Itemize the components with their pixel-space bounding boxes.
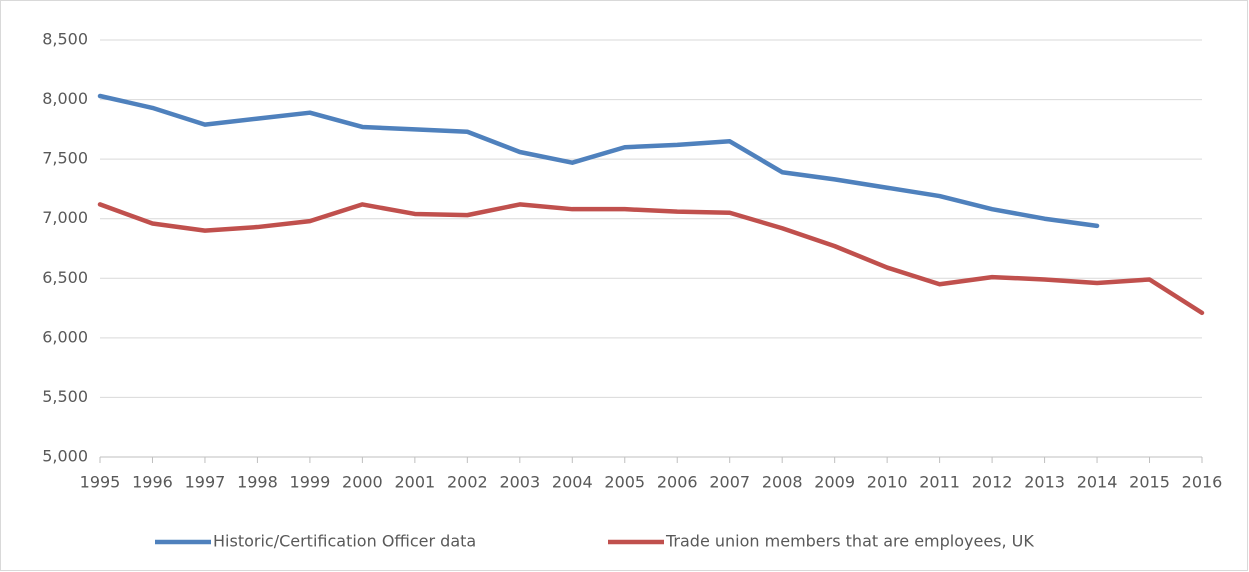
x-tick-label: 1998 xyxy=(237,473,278,492)
x-tick-label: 2000 xyxy=(342,473,383,492)
x-tick-label: 2011 xyxy=(919,473,960,492)
y-tick-label: 7,500 xyxy=(42,149,88,168)
x-tick-label: 2016 xyxy=(1182,473,1223,492)
x-tick-label: 2014 xyxy=(1077,473,1118,492)
x-tick-label: 2007 xyxy=(709,473,750,492)
x-tick-label: 2012 xyxy=(972,473,1013,492)
y-tick-label: 7,000 xyxy=(42,208,88,227)
y-tick-label: 8,500 xyxy=(42,30,88,49)
series-line xyxy=(97,202,1205,316)
legend-label: Trade union members that are employees, … xyxy=(665,532,1034,551)
x-tick-label: 2006 xyxy=(657,473,698,492)
y-tick-label: 5,000 xyxy=(42,447,88,466)
x-tick-label: 1995 xyxy=(80,473,121,492)
y-tick-label: 5,500 xyxy=(42,387,88,406)
x-tick-label: 2009 xyxy=(814,473,855,492)
legend-label: Historic/Certification Officer data xyxy=(213,532,476,551)
x-tick-label: 2013 xyxy=(1024,473,1065,492)
x-tick-label: 2010 xyxy=(867,473,908,492)
series-line xyxy=(97,93,1100,229)
x-tick-label: 1996 xyxy=(132,473,173,492)
x-tick-label: 1999 xyxy=(290,473,331,492)
y-tick-label: 8,000 xyxy=(42,89,88,108)
x-tick-label: 2003 xyxy=(499,473,540,492)
x-tick-label: 1997 xyxy=(185,473,226,492)
x-tick-label: 2015 xyxy=(1129,473,1170,492)
y-tick-label: 6,500 xyxy=(42,268,88,287)
x-tick-label: 2001 xyxy=(394,473,435,492)
y-tick-label: 6,000 xyxy=(42,327,88,346)
x-tick-label: 2004 xyxy=(552,473,593,492)
x-tick-label: 2005 xyxy=(604,473,645,492)
x-tick-label: 2002 xyxy=(447,473,488,492)
x-tick-label: 2008 xyxy=(762,473,803,492)
